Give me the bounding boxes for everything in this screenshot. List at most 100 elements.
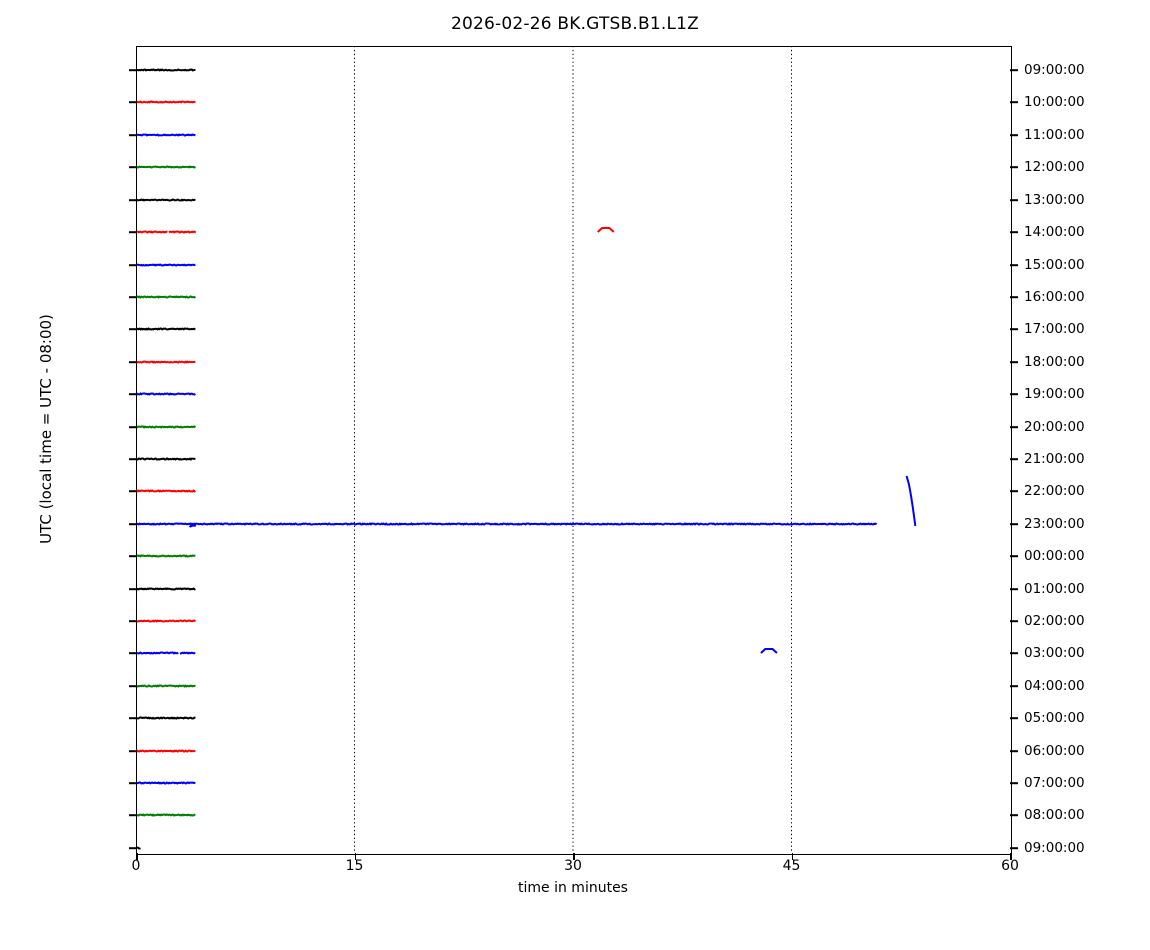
ytick-mark-left-17: [129, 620, 137, 622]
trace-row-8: [136, 327, 196, 331]
ytick-mark-right-0: [1010, 69, 1018, 71]
ytick-label-right-24: 09:00:00: [1024, 840, 1085, 856]
ytick-mark-left-22: [129, 782, 137, 784]
ytick-label-right-4: 13:00:00: [1024, 192, 1085, 208]
ytick-mark-right-15: [1010, 555, 1018, 557]
ytick-mark-left-18: [129, 652, 137, 654]
xtick-label-45: 45: [782, 858, 801, 874]
trace-row-18: [179, 651, 196, 655]
ytick-mark-left-19: [129, 685, 137, 687]
trace-row-3: [136, 165, 197, 169]
trace-row-6: [136, 263, 196, 267]
ytick-mark-left-16: [129, 588, 137, 590]
ytick-mark-right-14: [1010, 523, 1018, 525]
ytick-mark-right-22: [1010, 782, 1018, 784]
ytick-mark-left-21: [129, 750, 137, 752]
ytick-mark-right-1: [1010, 101, 1018, 103]
ytick-mark-left-9: [129, 361, 137, 363]
ytick-mark-left-14: [129, 523, 137, 525]
ytick-mark-left-20: [129, 717, 137, 719]
ytick-label-right-21: 06:00:00: [1024, 743, 1085, 759]
ytick-mark-left-23: [129, 814, 137, 816]
trace-row-11: [136, 425, 197, 429]
ytick-label-right-19: 04:00:00: [1024, 678, 1085, 694]
ytick-mark-left-13: [129, 490, 137, 492]
trace-row-15: [136, 554, 196, 558]
ytick-label-right-12: 21:00:00: [1024, 451, 1085, 467]
xtick-label-60: 60: [1001, 858, 1019, 874]
ytick-label-right-13: 22:00:00: [1024, 483, 1085, 499]
ytick-mark-left-11: [129, 426, 137, 428]
trace-row-12: [136, 457, 196, 461]
trace-row-17: [136, 619, 197, 623]
ytick-label-right-18: 03:00:00: [1024, 645, 1085, 661]
trace-row-19: [136, 684, 196, 688]
xtick-mark-30: [573, 853, 575, 860]
trace-row-21: [136, 749, 196, 753]
ytick-mark-left-12: [129, 458, 137, 460]
ytick-mark-right-23: [1010, 814, 1018, 816]
trace-row-5: [136, 230, 168, 234]
ytick-mark-left-2: [129, 134, 137, 136]
ytick-mark-left-1: [129, 101, 137, 103]
x-axis-label: time in minutes: [518, 880, 628, 896]
ytick-label-right-0: 09:00:00: [1024, 62, 1085, 78]
ytick-label-right-11: 20:00:00: [1024, 419, 1085, 435]
ytick-mark-left-4: [129, 199, 137, 201]
ytick-label-right-7: 16:00:00: [1024, 289, 1085, 305]
ytick-mark-right-18: [1010, 652, 1018, 654]
ytick-label-right-23: 08:00:00: [1024, 807, 1085, 823]
ytick-label-right-6: 15:00:00: [1024, 257, 1085, 273]
xtick-mark-15: [354, 853, 357, 860]
trace-row-16: [136, 587, 196, 591]
trace-row-5: [597, 227, 615, 233]
trace-row-0: [136, 68, 196, 72]
trace-row-14: [905, 475, 917, 527]
ytick-mark-left-7: [129, 296, 137, 298]
ytick-label-right-9: 18:00:00: [1024, 354, 1085, 370]
ytick-mark-left-0: [129, 69, 137, 71]
ytick-mark-left-24: [129, 847, 137, 849]
ytick-label-right-20: 05:00:00: [1024, 710, 1085, 726]
trace-row-14: [136, 522, 878, 526]
trace-row-18: [760, 648, 778, 654]
ytick-mark-right-20: [1010, 717, 1018, 719]
ytick-label-right-8: 17:00:00: [1024, 321, 1085, 337]
trace-row-20: [136, 716, 196, 720]
ytick-mark-right-13: [1010, 490, 1018, 492]
ytick-label-right-16: 01:00:00: [1024, 581, 1085, 597]
trace-row-9: [136, 360, 196, 364]
y-axis-label: UTC (local time = UTC - 08:00): [37, 314, 55, 544]
ytick-label-right-15: 00:00:00: [1024, 548, 1085, 564]
trace-row-4: [136, 198, 196, 202]
ytick-mark-right-19: [1010, 685, 1018, 687]
page-title: 2026-02-26 BK.GTSB.B1.L1Z: [450, 14, 700, 34]
ytick-mark-right-12: [1010, 458, 1018, 460]
gridlines: [354, 46, 792, 853]
xtick-mark-60: [1010, 853, 1012, 860]
trace-row-18: [136, 651, 179, 655]
ytick-mark-left-10: [129, 393, 137, 395]
ytick-mark-right-10: [1010, 393, 1018, 395]
ytick-mark-right-6: [1010, 264, 1018, 266]
ytick-mark-right-16: [1010, 588, 1018, 590]
trace-row-1: [136, 100, 196, 104]
ytick-label-right-22: 07:00:00: [1024, 775, 1085, 791]
trace-row-10: [136, 392, 196, 396]
ytick-label-right-10: 19:00:00: [1024, 386, 1085, 402]
xtick-label-30: 30: [564, 858, 582, 874]
trace-row-7: [136, 295, 197, 299]
ytick-mark-right-21: [1010, 750, 1018, 752]
xtick-label-0: 0: [131, 858, 141, 874]
ytick-mark-right-24: [1010, 847, 1018, 849]
ytick-mark-right-4: [1010, 199, 1018, 201]
ytick-mark-left-5: [129, 231, 137, 233]
ytick-mark-left-8: [129, 328, 137, 330]
trace-row-23: [136, 813, 196, 817]
xtick-label-15: 15: [345, 858, 364, 874]
trace-row-14: [188, 524, 197, 528]
trace-row-2: [136, 133, 196, 137]
ytick-label-right-2: 11:00:00: [1024, 127, 1085, 143]
trace-row-22: [136, 781, 196, 785]
